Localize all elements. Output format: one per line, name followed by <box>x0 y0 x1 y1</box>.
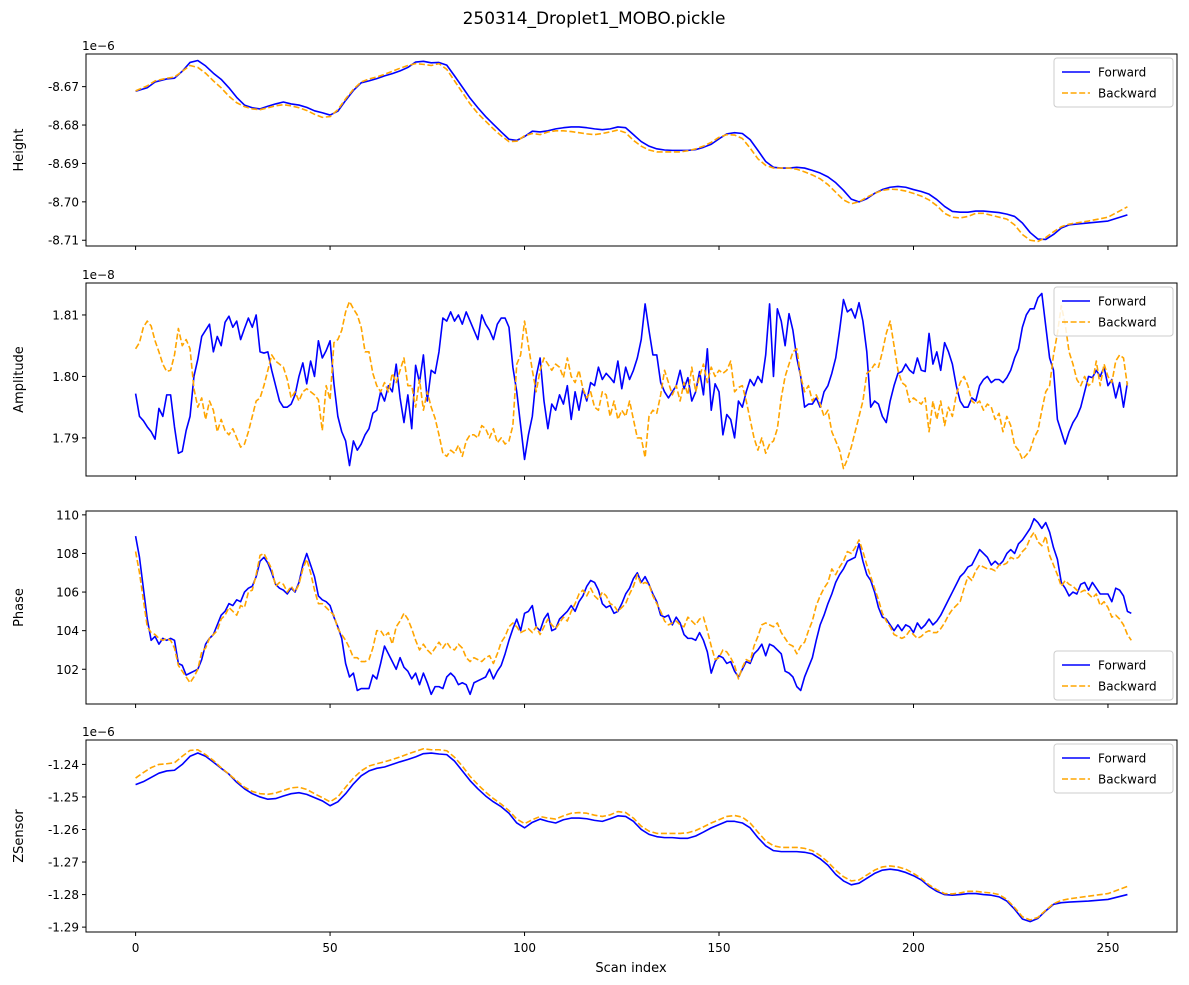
axes-frame <box>85 282 1178 477</box>
y-tick-label: -1.25 <box>48 790 79 804</box>
x-axis-label: Scan index <box>595 961 667 976</box>
series-line-forward <box>134 292 1129 467</box>
y-tick-label: 106 <box>56 586 79 600</box>
x-tick-label: 0 <box>132 941 140 955</box>
y-tick-label: 102 <box>56 663 79 677</box>
legend-box <box>1053 743 1174 794</box>
y-tick-label: 110 <box>56 508 79 522</box>
y-tick-label: -1.28 <box>48 888 79 902</box>
axes-frame <box>85 739 1178 933</box>
y-tick-label: -8.69 <box>48 157 79 171</box>
series-line-forward <box>135 752 1128 923</box>
legend-label-forward: Forward <box>1098 295 1146 309</box>
series-line-backward <box>135 747 1128 921</box>
x-tick-label: 150 <box>708 941 731 955</box>
y-tick-label: -1.27 <box>48 856 79 870</box>
legend-label-backward: Backward <box>1098 680 1157 694</box>
series-line-backward <box>134 300 1129 470</box>
y-tick-label: 108 <box>56 547 79 561</box>
y-tick-label: -1.29 <box>48 921 79 935</box>
legend-box <box>1053 286 1174 337</box>
y-axis-label: ZSensor <box>12 809 27 863</box>
legend-box <box>1053 650 1174 701</box>
subplot-amplitude: 1.81 1.80 1.79 1e−8 Amplitude Forward Backward <box>12 268 1178 480</box>
x-tick-label: 200 <box>902 941 925 955</box>
y-offset-label: 1e−8 <box>82 268 115 282</box>
legend-label-forward: Forward <box>1098 752 1146 766</box>
y-tick-label: 1.81 <box>52 308 79 322</box>
y-offset-label: 1e−6 <box>82 39 115 53</box>
y-axis-label: Phase <box>12 588 27 627</box>
legend-box <box>1053 57 1174 108</box>
legend: Forward Backward <box>1053 57 1174 108</box>
y-tick-label: -8.67 <box>48 80 79 94</box>
figure-title: 250314_Droplet1_MOBO.pickle <box>463 9 726 29</box>
x-tick-label: 100 <box>513 941 536 955</box>
legend: Forward Backward <box>1053 286 1174 337</box>
legend-label-backward: Backward <box>1098 773 1157 787</box>
series-line-backward <box>134 531 1132 684</box>
series-line-backward <box>135 62 1128 243</box>
x-tick-label: 250 <box>1097 941 1120 955</box>
y-tick-label: 1.79 <box>52 431 79 445</box>
subplot-phase: 110 108 106 104 102 Phase Forward Backward <box>12 508 1178 708</box>
series-line-forward <box>134 517 1132 696</box>
y-tick-label: 104 <box>56 624 79 638</box>
legend: Forward Backward <box>1053 650 1174 701</box>
series-line-forward <box>135 59 1128 241</box>
y-tick-label: -1.24 <box>48 758 79 772</box>
legend-label-forward: Forward <box>1098 66 1146 80</box>
subplots: -8.67 -8.68 -8.69 -8.70 -8.71 1e−6 Height Forwa… <box>12 39 1178 955</box>
axes-frame <box>85 53 1178 247</box>
subplot-zsensor: -1.24 -1.25 -1.26 -1.27 -1.28 -1.29 0 50 100 150 2… <box>12 725 1178 955</box>
y-axis-label: Height <box>12 129 27 172</box>
legend-label-backward: Backward <box>1098 87 1157 101</box>
y-tick-label: -1.26 <box>48 823 79 837</box>
y-tick-label: -8.68 <box>48 119 79 133</box>
y-tick-label: -8.71 <box>48 234 79 248</box>
legend: Forward Backward <box>1053 743 1174 794</box>
legend-label-forward: Forward <box>1098 659 1146 673</box>
axes-frame <box>85 510 1178 705</box>
y-tick-label: -8.70 <box>48 195 79 209</box>
x-tick-label: 50 <box>322 941 337 955</box>
y-offset-label: 1e−6 <box>82 725 115 739</box>
legend-label-backward: Backward <box>1098 316 1157 330</box>
y-axis-label: Amplitude <box>12 346 27 413</box>
y-tick-label: 1.80 <box>52 370 79 384</box>
subplot-height: -8.67 -8.68 -8.69 -8.70 -8.71 1e−6 Height Forwa… <box>12 39 1178 250</box>
